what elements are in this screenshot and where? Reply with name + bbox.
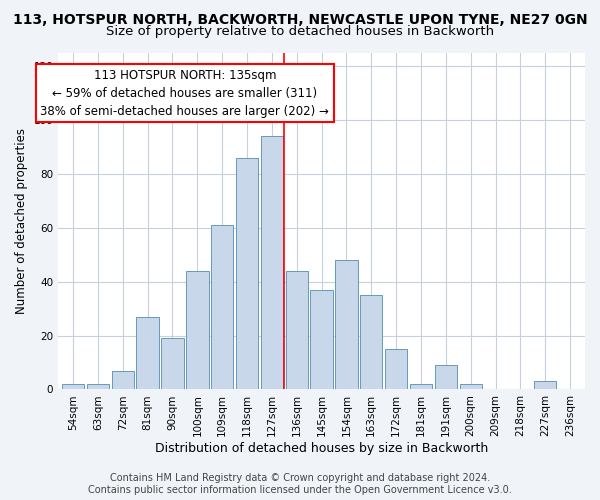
Bar <box>136 316 159 390</box>
Text: Size of property relative to detached houses in Backworth: Size of property relative to detached ho… <box>106 25 494 38</box>
Bar <box>62 384 84 390</box>
Bar <box>186 271 209 390</box>
Bar <box>211 225 233 390</box>
Bar <box>161 338 184 390</box>
Text: 113, HOTSPUR NORTH, BACKWORTH, NEWCASTLE UPON TYNE, NE27 0GN: 113, HOTSPUR NORTH, BACKWORTH, NEWCASTLE… <box>13 12 587 26</box>
Bar <box>260 136 283 390</box>
Bar <box>310 290 333 390</box>
Bar <box>534 382 556 390</box>
Y-axis label: Number of detached properties: Number of detached properties <box>15 128 28 314</box>
Bar <box>112 370 134 390</box>
Bar <box>286 271 308 390</box>
Bar <box>360 295 382 390</box>
Bar <box>410 384 432 390</box>
Bar <box>460 384 482 390</box>
X-axis label: Distribution of detached houses by size in Backworth: Distribution of detached houses by size … <box>155 442 488 455</box>
Text: 113 HOTSPUR NORTH: 135sqm
← 59% of detached houses are smaller (311)
38% of semi: 113 HOTSPUR NORTH: 135sqm ← 59% of detac… <box>40 68 329 117</box>
Bar <box>385 349 407 390</box>
Bar <box>335 260 358 390</box>
Bar <box>87 384 109 390</box>
Text: Contains HM Land Registry data © Crown copyright and database right 2024.
Contai: Contains HM Land Registry data © Crown c… <box>88 474 512 495</box>
Bar <box>434 365 457 390</box>
Bar <box>236 158 258 390</box>
